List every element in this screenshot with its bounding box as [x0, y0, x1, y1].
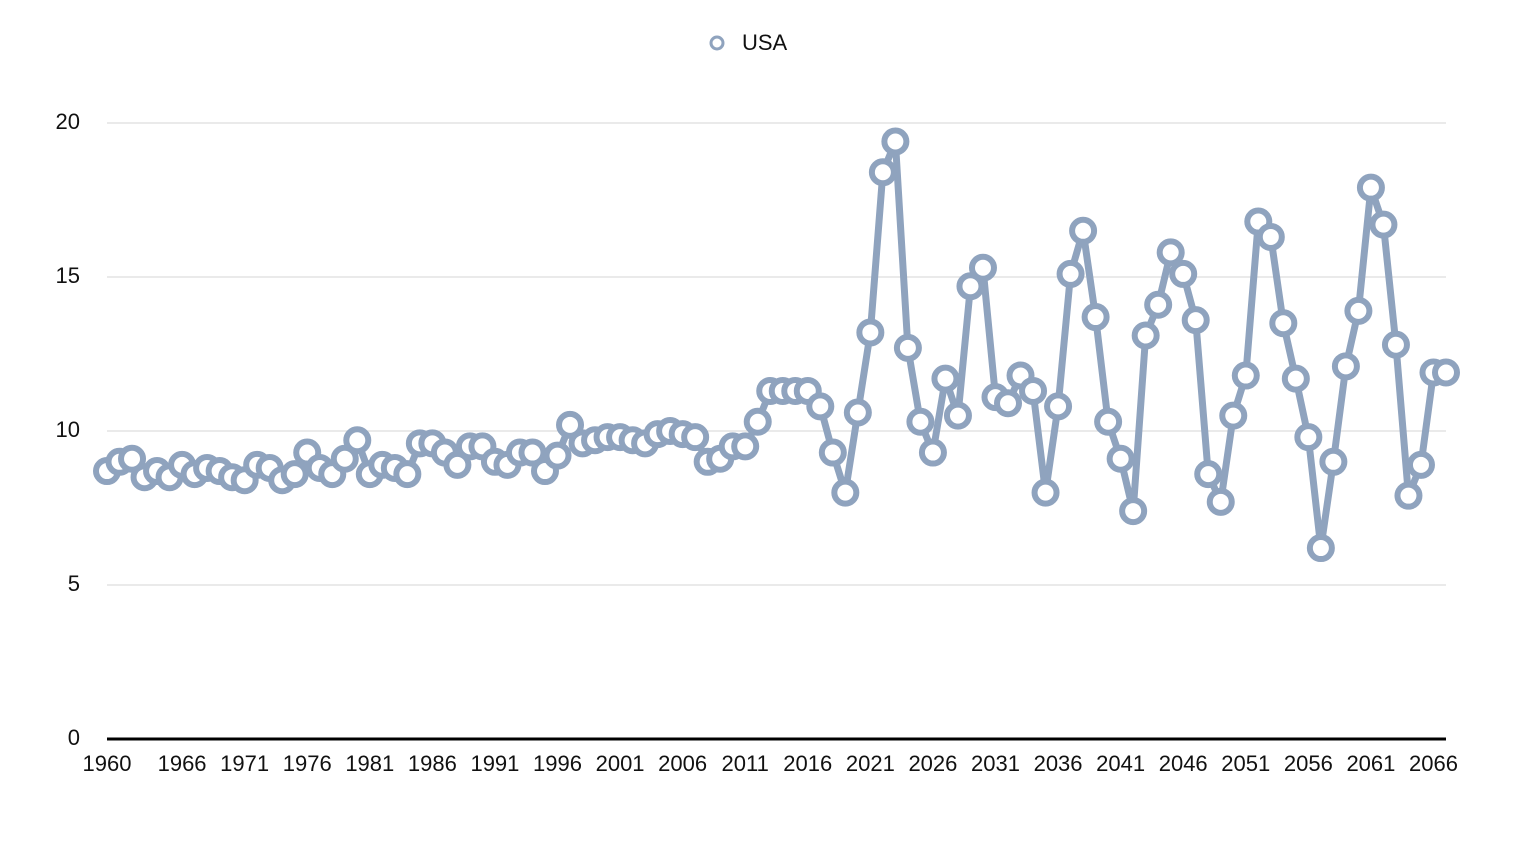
point	[956, 272, 985, 301]
x-tick-label: 2001	[596, 751, 645, 776]
point	[518, 438, 547, 467]
point	[1156, 238, 1185, 267]
x-tick-label: 1976	[283, 751, 332, 776]
point	[906, 407, 935, 436]
point	[831, 478, 860, 507]
point	[681, 423, 710, 452]
point	[1381, 330, 1410, 359]
x-tick-label: 1986	[408, 751, 457, 776]
point	[1094, 407, 1123, 436]
point	[743, 407, 772, 436]
point	[1406, 450, 1435, 479]
point	[1432, 358, 1460, 387]
x-tick-label: 1971	[220, 751, 269, 776]
point	[1356, 173, 1385, 202]
point	[1281, 364, 1310, 393]
point	[1206, 487, 1235, 516]
y-tick-label: 20	[56, 109, 80, 134]
x-tick-label: 2046	[1159, 751, 1208, 776]
point	[1369, 210, 1398, 239]
point	[1219, 401, 1248, 430]
point	[881, 127, 910, 156]
x-tick-label: 2006	[658, 751, 707, 776]
x-tick-label: 1991	[470, 751, 519, 776]
point	[543, 441, 572, 470]
point	[1169, 259, 1198, 288]
point	[1119, 497, 1148, 526]
point	[1081, 303, 1110, 332]
point	[1294, 423, 1323, 452]
x-tick-label: 1981	[345, 751, 394, 776]
x-tick-label: 2026	[908, 751, 957, 776]
x-tick-label: 2061	[1346, 751, 1395, 776]
x-tick-label: 2036	[1034, 751, 1083, 776]
point	[943, 401, 972, 430]
point	[1231, 361, 1260, 390]
point	[856, 318, 885, 347]
point	[1269, 309, 1298, 338]
legend-label: USA	[742, 30, 788, 55]
legend-marker	[709, 35, 725, 51]
x-tick-label: 2041	[1096, 751, 1145, 776]
line	[104, 137, 1446, 552]
x-tick-label: 1960	[83, 751, 132, 776]
point	[868, 158, 897, 187]
x-tick-label: 2056	[1284, 751, 1333, 776]
point	[931, 364, 960, 393]
point	[393, 460, 422, 489]
point	[918, 438, 947, 467]
point	[1031, 478, 1060, 507]
point	[1044, 392, 1073, 421]
point	[343, 426, 372, 455]
x-tick-label: 2051	[1221, 751, 1270, 776]
point	[1331, 352, 1360, 381]
point	[893, 333, 922, 362]
x-tick-label: 2016	[783, 751, 832, 776]
point	[1181, 306, 1210, 335]
point	[330, 444, 359, 473]
point	[1019, 376, 1048, 405]
point	[1344, 296, 1373, 325]
y-tick-label: 5	[68, 571, 80, 596]
point	[1256, 222, 1285, 251]
x-tick-label: 1996	[533, 751, 582, 776]
point	[1394, 481, 1423, 510]
point	[1131, 321, 1160, 350]
point	[806, 392, 835, 421]
point	[1319, 447, 1348, 476]
point	[118, 444, 147, 473]
x-tick-label: 2011	[722, 751, 769, 776]
point	[556, 410, 585, 439]
point	[818, 438, 847, 467]
x-tick-label: 2031	[971, 751, 1020, 776]
x-tick-label: 2066	[1409, 751, 1458, 776]
point	[1056, 259, 1085, 288]
point	[1144, 290, 1173, 319]
x-tick-label: 2021	[846, 751, 895, 776]
y-tick-label: 0	[68, 725, 80, 750]
x-tick-label: 1966	[158, 751, 207, 776]
y-tick-label: 10	[56, 417, 80, 442]
point	[994, 389, 1023, 418]
point	[1194, 460, 1223, 489]
point	[1106, 444, 1135, 473]
point	[443, 450, 472, 479]
point	[280, 460, 309, 489]
point	[1069, 216, 1098, 245]
point	[968, 253, 997, 282]
point	[731, 432, 760, 461]
y-tick-label: 15	[56, 263, 80, 288]
point	[843, 398, 872, 427]
point	[1306, 534, 1335, 563]
